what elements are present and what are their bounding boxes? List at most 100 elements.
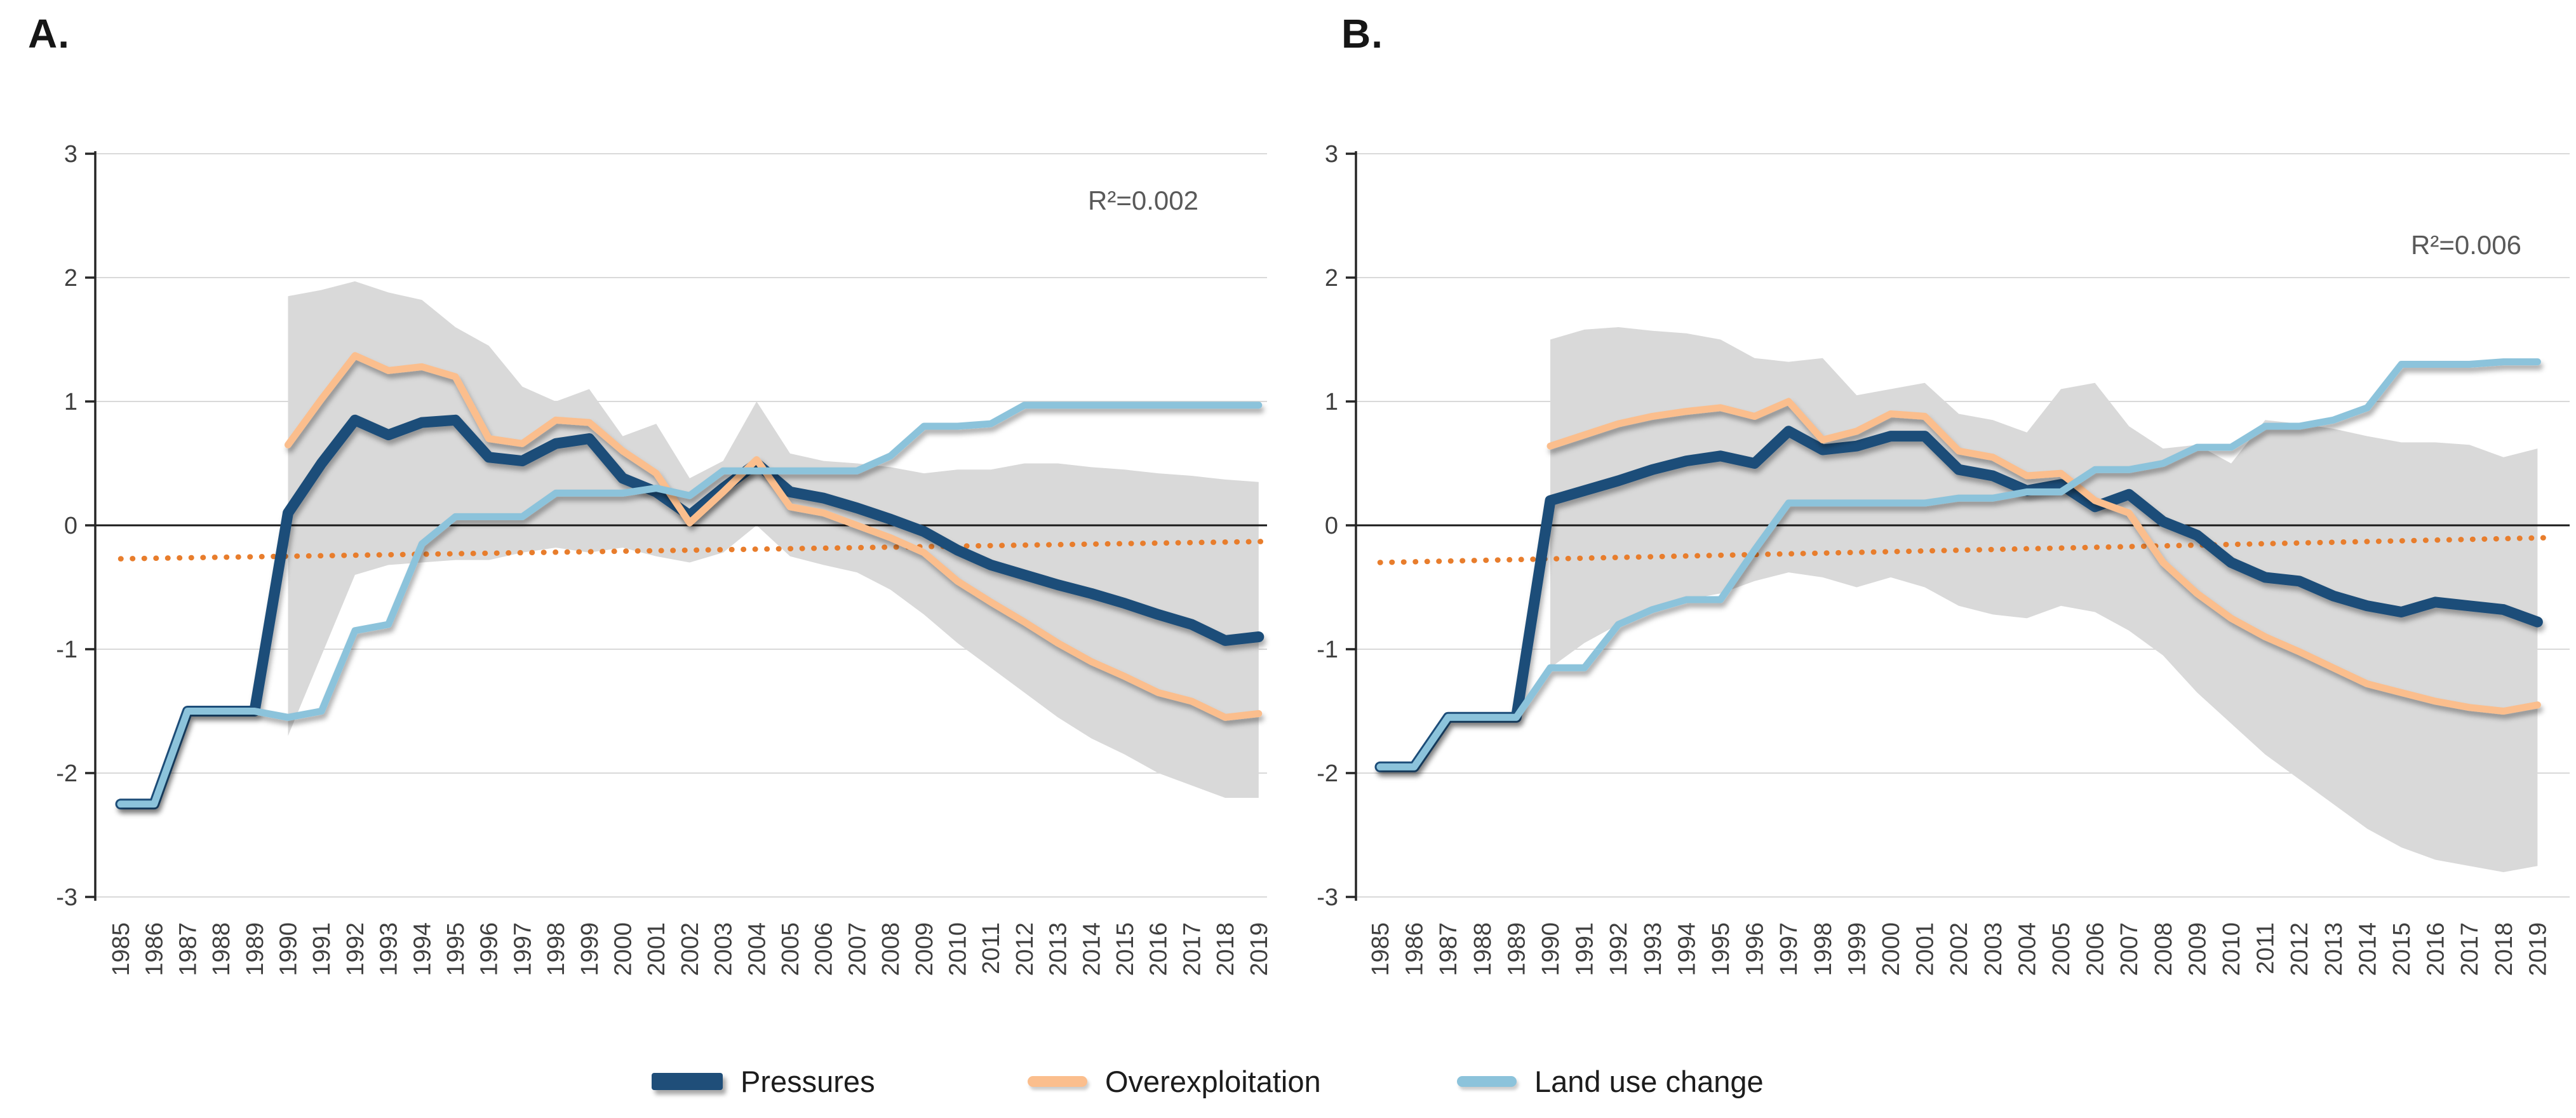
svg-text:2007: 2007 bbox=[2116, 922, 2143, 976]
svg-text:2000: 2000 bbox=[1878, 922, 1905, 976]
svg-text:2014: 2014 bbox=[2354, 922, 2381, 976]
svg-text:1995: 1995 bbox=[1708, 922, 1734, 976]
svg-text:1992: 1992 bbox=[342, 922, 369, 976]
svg-text:2005: 2005 bbox=[777, 922, 804, 976]
svg-text:2002: 2002 bbox=[677, 922, 704, 976]
svg-text:1985: 1985 bbox=[1367, 922, 1394, 976]
svg-text:2006: 2006 bbox=[811, 922, 838, 976]
svg-text:2014: 2014 bbox=[1078, 922, 1105, 976]
svg-text:2019: 2019 bbox=[2525, 922, 2551, 976]
chart-b: 3 2 1 0 -1 -2 -3 1985 1986 1987 1988 1989 1990 1991 19… bbox=[1317, 141, 2570, 976]
svg-text:2012: 2012 bbox=[1012, 922, 1038, 976]
svg-text:2016: 2016 bbox=[1146, 922, 1172, 976]
svg-text:2009: 2009 bbox=[2184, 922, 2211, 976]
svg-text:2013: 2013 bbox=[1045, 922, 1072, 976]
svg-text:2018: 2018 bbox=[2491, 922, 2518, 976]
legend-item-land-use-change: Land use change bbox=[1457, 1056, 1764, 1107]
svg-text:3: 3 bbox=[1325, 141, 1338, 168]
svg-text:0: 0 bbox=[1325, 513, 1338, 539]
svg-text:1999: 1999 bbox=[1844, 922, 1870, 976]
panel-a-label: A. bbox=[28, 11, 70, 57]
svg-text:1992: 1992 bbox=[1606, 922, 1632, 976]
svg-text:1995: 1995 bbox=[443, 922, 469, 976]
svg-text:1990: 1990 bbox=[1538, 922, 1564, 976]
svg-text:2009: 2009 bbox=[911, 922, 938, 976]
svg-text:2004: 2004 bbox=[744, 922, 770, 976]
svg-text:1985: 1985 bbox=[108, 922, 135, 976]
svg-text:2001: 2001 bbox=[643, 922, 670, 976]
panel-a: A. 3 2 1 0 -1 -2 -3 1985 1986 1987 1988 1989 1990 199… bbox=[28, 11, 1273, 976]
svg-text:-2: -2 bbox=[1317, 760, 1338, 787]
svg-text:1: 1 bbox=[1325, 389, 1338, 415]
svg-text:2003: 2003 bbox=[711, 922, 737, 976]
legend: Pressures Overexploitation Land use chan… bbox=[0, 1056, 2576, 1107]
svg-text:2005: 2005 bbox=[2048, 922, 2075, 976]
panel-b-label: B. bbox=[1341, 11, 1383, 57]
svg-text:2: 2 bbox=[64, 265, 77, 292]
svg-text:2015: 2015 bbox=[1112, 922, 1139, 976]
land-use-change-line-swatch-icon bbox=[1457, 1075, 1517, 1087]
svg-text:1999: 1999 bbox=[577, 922, 603, 976]
legend-item-pressures: Pressures bbox=[652, 1056, 875, 1107]
svg-text:-3: -3 bbox=[1317, 884, 1338, 911]
svg-text:1989: 1989 bbox=[242, 922, 269, 976]
legend-label-land-use-change: Land use change bbox=[1534, 1064, 1764, 1098]
svg-text:-1: -1 bbox=[56, 636, 77, 663]
r2-annotation: R²=0.002 bbox=[1088, 185, 1198, 215]
svg-text:1991: 1991 bbox=[309, 922, 335, 976]
svg-text:2: 2 bbox=[1325, 265, 1338, 292]
svg-text:2017: 2017 bbox=[2457, 922, 2483, 976]
svg-text:1998: 1998 bbox=[1810, 922, 1837, 976]
svg-text:2008: 2008 bbox=[878, 922, 904, 976]
svg-text:2004: 2004 bbox=[2014, 922, 2041, 976]
svg-text:1994: 1994 bbox=[1674, 922, 1700, 976]
svg-text:2007: 2007 bbox=[844, 922, 871, 976]
svg-text:2001: 2001 bbox=[1912, 922, 1939, 976]
svg-text:1988: 1988 bbox=[208, 922, 235, 976]
svg-text:2018: 2018 bbox=[1212, 922, 1239, 976]
svg-text:2010: 2010 bbox=[2218, 922, 2245, 976]
svg-text:1997: 1997 bbox=[509, 922, 536, 976]
svg-text:1993: 1993 bbox=[376, 922, 403, 976]
legend-label-overexploitation: Overexploitation bbox=[1105, 1064, 1321, 1098]
svg-text:2000: 2000 bbox=[610, 922, 637, 976]
svg-text:1987: 1987 bbox=[1435, 922, 1462, 976]
svg-text:-2: -2 bbox=[56, 760, 77, 787]
svg-text:1993: 1993 bbox=[1640, 922, 1667, 976]
svg-text:1987: 1987 bbox=[175, 922, 201, 976]
svg-text:1998: 1998 bbox=[543, 922, 570, 976]
panel-b: B. 3 2 1 0 -1 -2 -3 1985 1986 1987 1988 1989 1990 199… bbox=[1288, 0, 2576, 1118]
svg-text:-3: -3 bbox=[56, 884, 77, 911]
svg-text:2013: 2013 bbox=[2321, 922, 2347, 976]
svg-text:1988: 1988 bbox=[1470, 922, 1496, 976]
svg-text:1989: 1989 bbox=[1503, 922, 1530, 976]
svg-text:2006: 2006 bbox=[2083, 922, 2109, 976]
svg-text:2017: 2017 bbox=[1179, 922, 1205, 976]
svg-text:2012: 2012 bbox=[2286, 922, 2313, 976]
svg-text:3: 3 bbox=[64, 141, 77, 168]
svg-text:2011: 2011 bbox=[978, 922, 1005, 974]
r2-annotation: R²=0.006 bbox=[2411, 230, 2521, 260]
svg-text:2008: 2008 bbox=[2150, 922, 2177, 976]
svg-text:1: 1 bbox=[64, 389, 77, 415]
svg-text:1997: 1997 bbox=[1776, 922, 1802, 976]
svg-text:2002: 2002 bbox=[1946, 922, 1973, 976]
pressures-line-swatch-icon bbox=[652, 1072, 723, 1090]
svg-text:1996: 1996 bbox=[476, 922, 503, 976]
svg-text:-1: -1 bbox=[1317, 636, 1338, 663]
svg-text:2010: 2010 bbox=[945, 922, 972, 976]
svg-text:1990: 1990 bbox=[276, 922, 302, 976]
svg-text:1986: 1986 bbox=[1402, 922, 1428, 976]
legend-label-pressures: Pressures bbox=[741, 1064, 875, 1098]
svg-text:2003: 2003 bbox=[1980, 922, 2007, 976]
svg-text:1986: 1986 bbox=[142, 922, 168, 976]
svg-text:1991: 1991 bbox=[1572, 922, 1599, 976]
svg-text:2015: 2015 bbox=[2389, 922, 2415, 976]
legend-item-overexploitation: Overexploitation bbox=[1028, 1056, 1321, 1107]
overexploitation-line-swatch-icon bbox=[1028, 1075, 1087, 1087]
svg-text:2019: 2019 bbox=[1246, 922, 1273, 976]
chart-a: 3 2 1 0 -1 -2 -3 1985 1986 1987 1988 1989 1990 1991 19… bbox=[56, 141, 1273, 976]
svg-text:1996: 1996 bbox=[1742, 922, 1769, 976]
svg-text:1994: 1994 bbox=[409, 922, 436, 976]
